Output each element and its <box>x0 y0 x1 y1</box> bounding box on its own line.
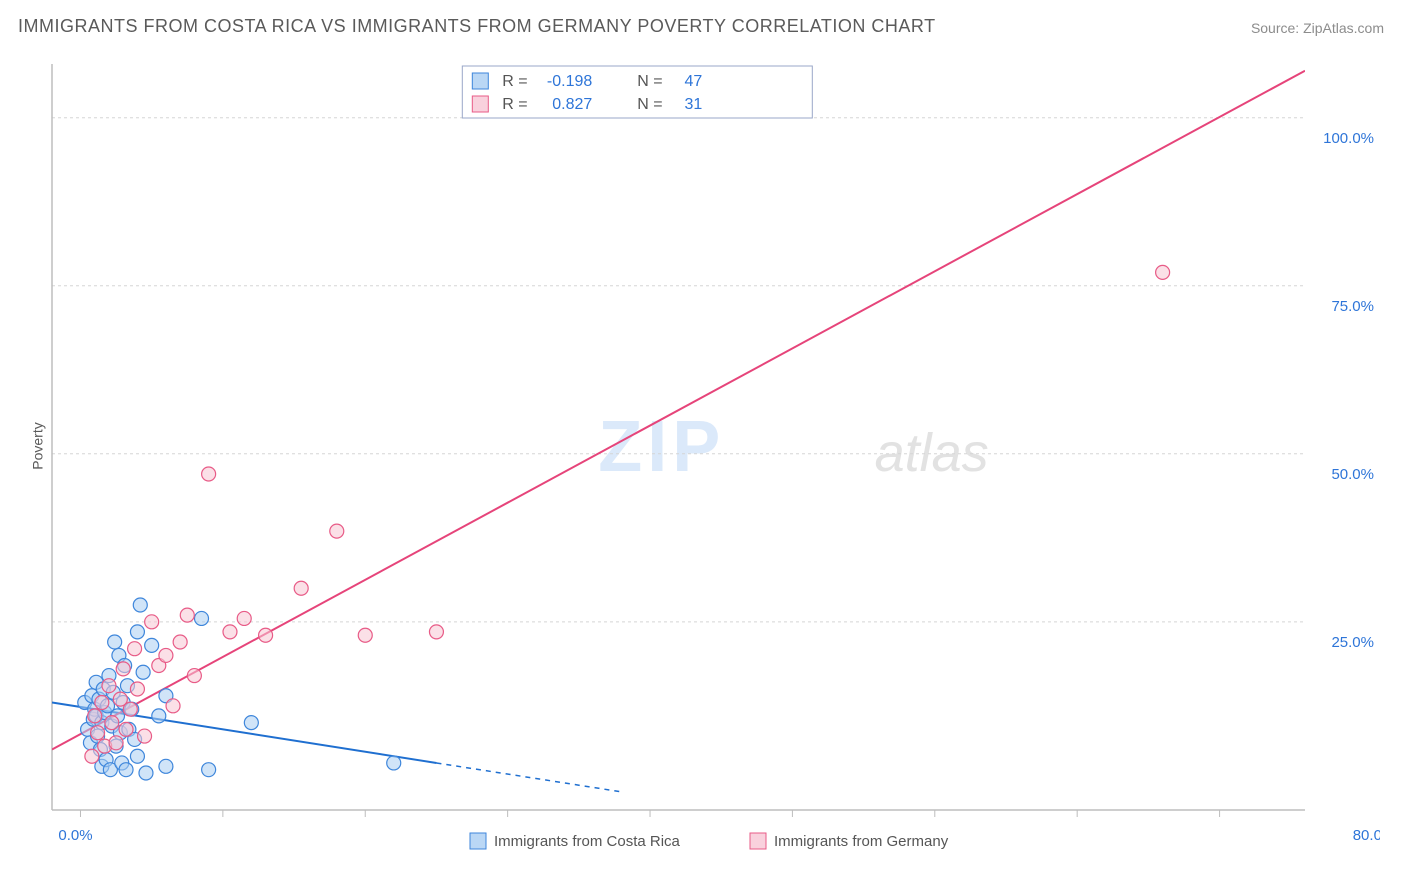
legend-swatch-germany <box>472 96 488 112</box>
data-point-germany <box>138 729 152 743</box>
legend-swatch-costa_rica <box>472 73 488 89</box>
legend-swatch-germany <box>750 833 766 849</box>
legend-label-germany: Immigrants from Germany <box>774 833 949 850</box>
data-point-germany <box>105 716 119 730</box>
stat-R-label: R = <box>502 96 527 113</box>
data-point-germany <box>187 669 201 683</box>
stat-N-label: N = <box>637 73 662 90</box>
data-point-germany <box>95 695 109 709</box>
y-axis-label: Poverty <box>30 422 46 469</box>
stat-N-label: N = <box>637 96 662 113</box>
data-point-germany <box>88 709 102 723</box>
chart-title: IMMIGRANTS FROM COSTA RICA VS IMMIGRANTS… <box>18 16 936 37</box>
data-point-germany <box>145 615 159 629</box>
data-point-costa_rica <box>130 625 144 639</box>
y-tick-label: 100.0% <box>1323 130 1374 147</box>
chart-source: Source: ZipAtlas.com <box>1251 20 1384 36</box>
data-point-germany <box>259 628 273 642</box>
trend-line-costa_rica-dash <box>436 763 621 792</box>
data-point-costa_rica <box>139 766 153 780</box>
y-tick-label: 50.0% <box>1331 466 1374 483</box>
data-point-costa_rica <box>159 759 173 773</box>
data-point-costa_rica <box>152 709 166 723</box>
x-tick-label: 80.0% <box>1353 827 1380 844</box>
data-point-germany <box>123 702 137 716</box>
data-point-germany <box>180 608 194 622</box>
stat-R-value-germany: 0.827 <box>552 96 592 113</box>
data-point-germany <box>109 736 123 750</box>
data-point-germany <box>330 524 344 538</box>
stat-N-value-costa_rica: 47 <box>685 73 703 90</box>
data-point-costa_rica <box>130 749 144 763</box>
data-point-germany <box>358 628 372 642</box>
data-point-germany <box>91 726 105 740</box>
data-point-germany <box>202 467 216 481</box>
data-point-costa_rica <box>195 611 209 625</box>
stat-R-label: R = <box>502 73 527 90</box>
data-point-germany <box>237 611 251 625</box>
trend-line-germany <box>52 71 1305 750</box>
data-point-germany <box>85 749 99 763</box>
data-point-germany <box>119 722 133 736</box>
stat-R-value-costa_rica: -0.198 <box>547 73 592 90</box>
scatter-plot: ZIPatlas25.0%50.0%75.0%100.0%0.0%80.0%R … <box>50 60 1380 835</box>
watermark-atlas: atlas <box>875 423 989 483</box>
data-point-costa_rica <box>145 638 159 652</box>
data-point-costa_rica <box>387 756 401 770</box>
x-tick-label: 0.0% <box>58 827 92 844</box>
data-point-germany <box>128 642 142 656</box>
data-point-germany <box>166 699 180 713</box>
data-point-germany <box>294 581 308 595</box>
stat-N-value-germany: 31 <box>685 96 703 113</box>
legend-label-costa_rica: Immigrants from Costa Rica <box>494 833 681 850</box>
data-point-germany <box>159 648 173 662</box>
data-point-costa_rica <box>202 763 216 777</box>
y-tick-label: 75.0% <box>1331 298 1374 315</box>
data-point-germany <box>130 682 144 696</box>
data-point-costa_rica <box>136 665 150 679</box>
data-point-costa_rica <box>244 716 258 730</box>
data-point-costa_rica <box>119 763 133 777</box>
data-point-germany <box>116 662 130 676</box>
data-point-germany <box>102 679 116 693</box>
data-point-germany <box>173 635 187 649</box>
data-point-costa_rica <box>133 598 147 612</box>
data-point-germany <box>429 625 443 639</box>
legend-swatch-costa_rica <box>470 833 486 849</box>
data-point-germany <box>1156 265 1170 279</box>
data-point-germany <box>223 625 237 639</box>
data-point-costa_rica <box>108 635 122 649</box>
y-tick-label: 25.0% <box>1331 634 1374 651</box>
